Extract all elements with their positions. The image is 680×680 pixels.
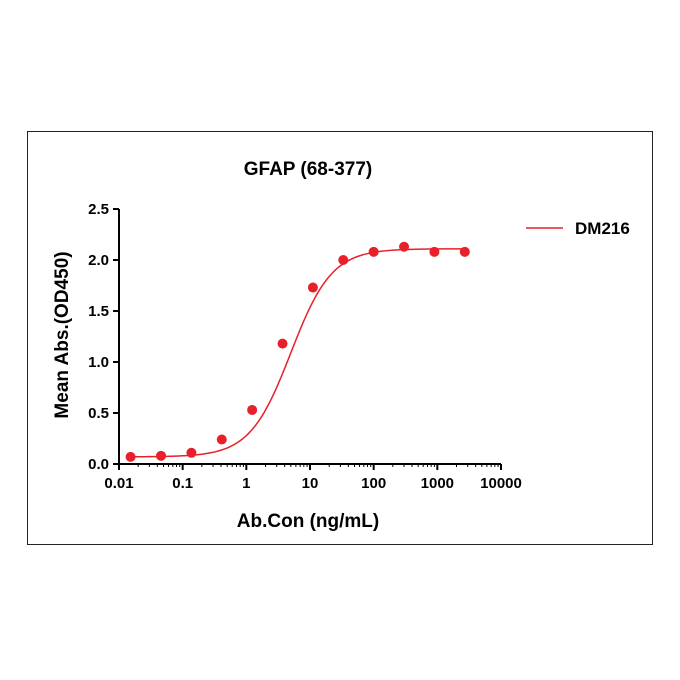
data-point (186, 447, 197, 458)
legend: DM216 (526, 219, 630, 238)
x-tick-label: 100 (361, 475, 386, 492)
data-point (277, 338, 288, 349)
y-tick-label: 0.0 (88, 456, 109, 473)
axes (113, 208, 502, 470)
y-tick-label: 2.5 (88, 201, 109, 218)
data-point (216, 434, 227, 445)
fit-curve-DM216 (130, 248, 465, 458)
data-point (156, 450, 167, 461)
data-point (307, 282, 318, 293)
y-tick-label: 2.0 (88, 252, 109, 269)
chart-title: GFAP (68-377) (244, 159, 372, 180)
tick-labels: 0.0 0.5 1.0 1.5 2.0 2.5 0.01 0.1 1 10 100 1000 10000 (88, 201, 522, 492)
data-point (125, 451, 136, 462)
y-tick-label: 1.5 (88, 303, 109, 320)
x-tick-label: 1000 (421, 475, 454, 492)
chart-svg: GFAP (68-377) 0.0 0.5 1.0 1.5 2.0 2.5 0.01 0.1 1… (52, 159, 630, 532)
x-tick-label: 10000 (480, 475, 522, 492)
chart-frame: GFAP (68-377) 0.0 0.5 1.0 1.5 2.0 2.5 0.01 0.1 1… (27, 131, 653, 545)
y-tick-label: 0.5 (88, 405, 109, 422)
data-point (429, 246, 440, 257)
y-tick-label: 1.0 (88, 354, 109, 371)
x-tick-label: 0.1 (172, 475, 193, 492)
y-axis-label: Mean Abs.(OD450) (52, 251, 73, 418)
x-tick-label: 1 (242, 475, 250, 492)
data-point (247, 404, 258, 415)
data-points (125, 241, 470, 462)
x-tick-label: 10 (302, 475, 319, 492)
data-point (399, 241, 410, 252)
data-point (459, 246, 470, 257)
x-tick-label: 0.01 (104, 475, 133, 492)
data-point (338, 255, 349, 265)
data-point (368, 246, 379, 257)
x-axis-label: Ab.Con (ng/mL) (237, 511, 379, 532)
fit-curves (130, 248, 465, 458)
legend-label: DM216 (575, 219, 630, 238)
